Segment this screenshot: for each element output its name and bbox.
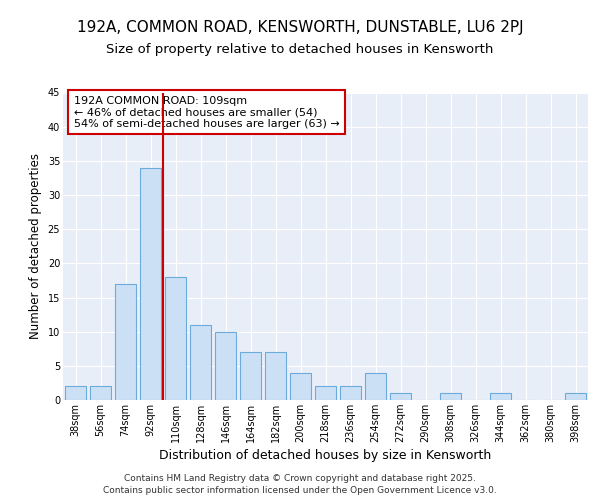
Text: Contains HM Land Registry data © Crown copyright and database right 2025.
Contai: Contains HM Land Registry data © Crown c… <box>103 474 497 495</box>
Bar <box>115 284 136 400</box>
Bar <box>340 386 361 400</box>
Bar <box>290 372 311 400</box>
Bar <box>440 393 461 400</box>
Bar <box>65 386 86 400</box>
Bar <box>315 386 336 400</box>
Bar <box>390 393 411 400</box>
Text: 192A COMMON ROAD: 109sqm
← 46% of detached houses are smaller (54)
54% of semi-d: 192A COMMON ROAD: 109sqm ← 46% of detach… <box>74 96 339 129</box>
Text: Size of property relative to detached houses in Kensworth: Size of property relative to detached ho… <box>106 42 494 56</box>
Bar <box>140 168 161 400</box>
Bar <box>165 277 186 400</box>
Bar <box>490 393 511 400</box>
Y-axis label: Number of detached properties: Number of detached properties <box>29 153 42 339</box>
Bar <box>240 352 261 400</box>
Bar <box>90 386 111 400</box>
Bar <box>215 332 236 400</box>
Bar <box>190 325 211 400</box>
Bar <box>365 372 386 400</box>
X-axis label: Distribution of detached houses by size in Kensworth: Distribution of detached houses by size … <box>160 449 491 462</box>
Text: 192A, COMMON ROAD, KENSWORTH, DUNSTABLE, LU6 2PJ: 192A, COMMON ROAD, KENSWORTH, DUNSTABLE,… <box>77 20 523 35</box>
Bar <box>265 352 286 400</box>
Bar <box>565 393 586 400</box>
